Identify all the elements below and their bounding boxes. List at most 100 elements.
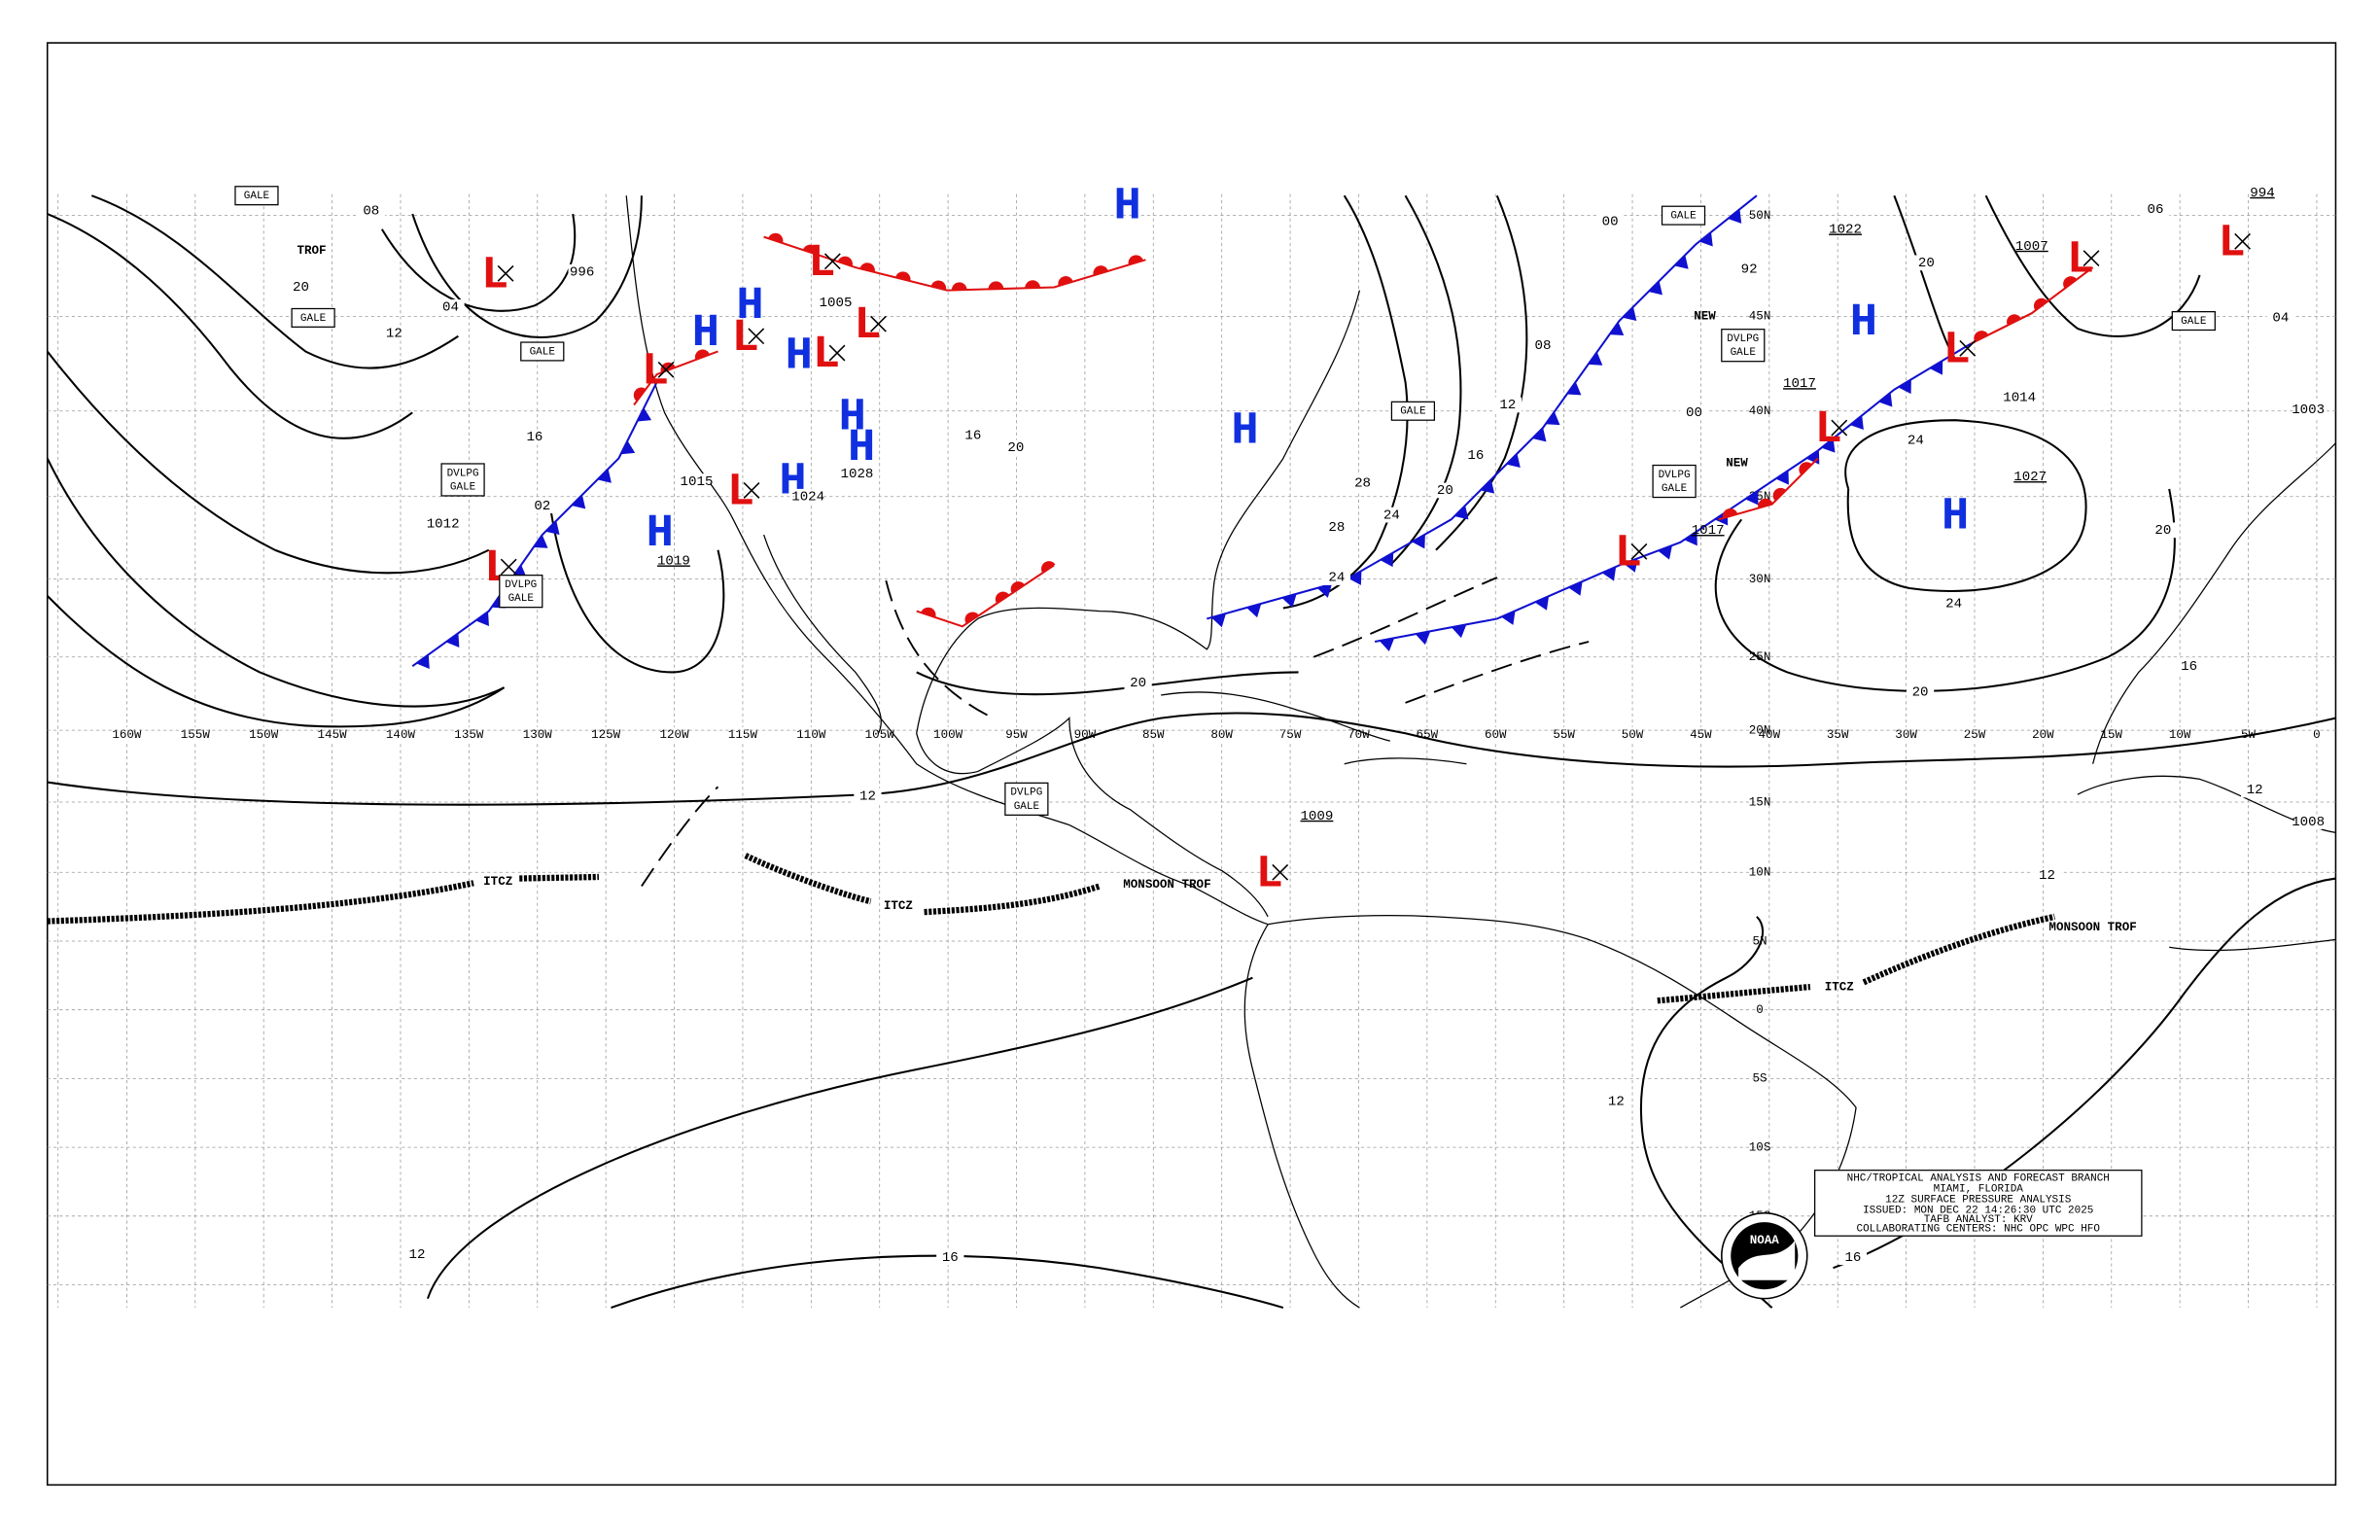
front-pip <box>921 607 936 618</box>
isobar <box>46 458 505 708</box>
isobar-label-bg <box>1838 1249 1868 1266</box>
lon-label-bg <box>862 727 897 743</box>
center-x <box>743 482 760 499</box>
boxed-label: DVLPG <box>1727 333 1759 345</box>
lon-label-bg <box>1547 727 1581 743</box>
longitude-label: 160W <box>112 728 142 742</box>
isobar-label: 20 <box>1130 676 1146 691</box>
feature-label: MONSOON TROF <box>2048 921 2136 934</box>
info-box: NHC/TROPICAL ANALYSIS AND FORECAST BRANC… <box>1721 1170 2143 1300</box>
lon-label-bg <box>2299 727 2334 743</box>
feature-label: NEW <box>1726 456 1748 470</box>
isobar <box>611 1254 1284 1310</box>
pressure-center: H <box>692 308 719 360</box>
front-pip <box>1379 638 1395 652</box>
front-pip <box>637 407 652 422</box>
longitude-label: 65W <box>1417 728 1439 742</box>
isobar-label: 24 <box>1328 571 1345 586</box>
feature-label: ITCZ <box>884 899 913 913</box>
isobar-label-bg <box>2294 814 2323 830</box>
longitude-label: 25W <box>1964 728 1986 742</box>
front-pip <box>1745 490 1759 506</box>
boxed-label: GALE <box>1014 801 1040 813</box>
center-x <box>657 361 675 378</box>
front-pip <box>1622 306 1637 322</box>
boxed-label-frame <box>1004 782 1049 816</box>
trough <box>885 579 994 719</box>
front-pip <box>1772 487 1787 502</box>
front-pip <box>1728 209 1742 224</box>
boxed-label-frame <box>440 463 485 497</box>
lon-label-bg <box>246 727 281 743</box>
pressure-center: L <box>813 330 840 381</box>
lon-label-bg <box>1889 727 1923 743</box>
isobar <box>426 976 1253 1299</box>
center-pressure: 1019 <box>657 553 690 569</box>
longitude-label: 45W <box>1690 728 1712 742</box>
front-pip <box>930 280 947 291</box>
latitude-label: 45N <box>1749 310 1771 324</box>
front-pip <box>1658 545 1672 560</box>
front-pip <box>1821 438 1836 453</box>
longitude-label: 135W <box>454 728 484 742</box>
front-pip <box>1722 508 1738 519</box>
boxed-label-frame <box>499 575 543 609</box>
isobar-label: 1005 <box>820 296 853 311</box>
front-pip <box>1609 322 1625 336</box>
latitude-label: 15N <box>1749 795 1771 809</box>
center-pressure: 1017 <box>1692 523 1725 539</box>
lon-label-bg <box>520 727 555 743</box>
isobar-label-bg <box>528 498 556 514</box>
info-line: NHC/TROPICAL ANALYSIS AND FORECAST BRANC… <box>1847 1172 2110 1184</box>
front-pip <box>2063 276 2078 289</box>
longitude-label: 0 <box>2313 728 2321 742</box>
pressure-center: L <box>732 313 759 365</box>
longitude-label: 145W <box>318 728 348 742</box>
itcz-bands <box>47 853 2056 1004</box>
isobar <box>46 595 506 728</box>
isobar-label: 02 <box>534 499 550 514</box>
warm-front <box>763 235 1146 292</box>
lon-label-bg <box>1684 727 1718 743</box>
isobar <box>411 195 643 338</box>
front-pip <box>859 262 875 273</box>
feature-label: MONSOON TROF <box>1123 878 1210 892</box>
isobar-label-bg <box>2241 782 2269 798</box>
front-pip <box>802 244 819 256</box>
isobar <box>1640 916 1773 1309</box>
isobar <box>1389 194 1462 567</box>
front-pip <box>1623 558 1638 573</box>
isobar-label: 12 <box>2039 868 2055 884</box>
longitude-label: 80W <box>1210 728 1233 742</box>
center-pressure: 994 <box>2250 186 2274 201</box>
front-pip <box>1451 624 1467 639</box>
front-pip <box>1010 581 1026 594</box>
isobar-label: 00 <box>1686 405 1702 421</box>
noaa-logo-text: NOAA <box>1750 1234 1780 1247</box>
front-pip <box>545 520 560 536</box>
front-pip <box>1534 596 1550 611</box>
isobar-label: 24 <box>1383 508 1400 523</box>
lon-label-bg <box>383 727 418 743</box>
front-pip <box>1348 571 1362 585</box>
isobar-label: 20 <box>2154 523 2171 539</box>
lon-label-bg <box>725 727 760 743</box>
trough <box>1312 577 1498 658</box>
front-pip <box>1698 231 1713 247</box>
isobar-label: 16 <box>526 430 542 445</box>
isobar-label-bg <box>2141 201 2170 218</box>
front-pip <box>1506 453 1521 468</box>
isobar-label: 1003 <box>2292 402 2325 418</box>
center-pressure: 1009 <box>1300 809 1333 824</box>
longitude-label: 55W <box>1553 728 1575 742</box>
front-pip <box>1758 498 1773 508</box>
isobar-label: 16 <box>1467 448 1484 464</box>
front-pip <box>1415 631 1431 646</box>
isobar-label: 28 <box>1354 475 1371 491</box>
isobar-label: 08 <box>363 204 379 220</box>
isobar-label-bg <box>357 203 385 219</box>
isobar-label: 1014 <box>2003 390 2036 405</box>
boxed-label: GALE <box>244 191 270 202</box>
isobar-label-bg <box>402 1246 432 1262</box>
